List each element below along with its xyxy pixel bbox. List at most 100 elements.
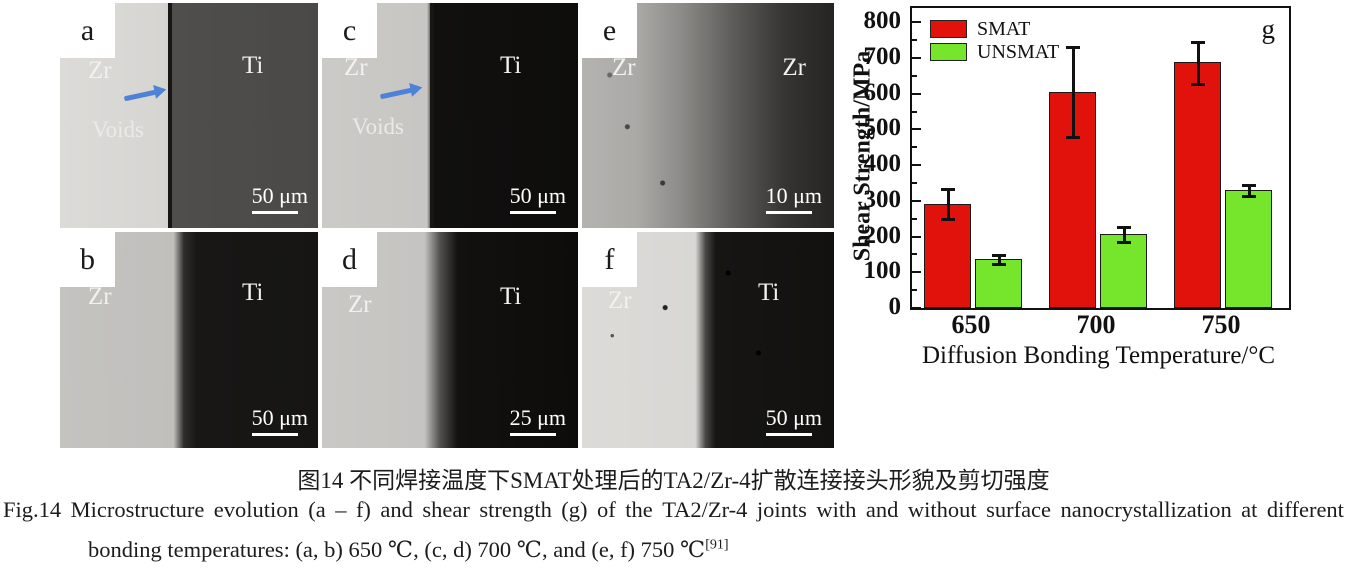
panel-letter: d [342, 242, 357, 276]
region-label-zr-right: Zr [782, 54, 806, 81]
y-axis-major-tick [912, 199, 921, 202]
interface-arrow-icon [379, 87, 413, 100]
panel-letter-box: e [582, 3, 637, 58]
error-bar-cap [941, 188, 955, 192]
error-bar-cap [1066, 45, 1080, 49]
y-axis-major-tick [912, 164, 921, 167]
micrograph-panel-c: Zr Ti Voids 50 μm c [322, 3, 578, 228]
region-label-zr-left: Zr [612, 54, 636, 81]
scale-text: 10 μm [765, 183, 822, 208]
interface-arrow-icon [123, 89, 157, 102]
error-bar-cap [941, 217, 955, 221]
panel-letter-box: c [322, 3, 377, 58]
error-bar-cap [1242, 184, 1256, 188]
panel-letter: f [604, 242, 615, 276]
scale-bar-line [251, 433, 298, 436]
scale-bar-line [251, 211, 298, 214]
legend-label-smat: SMAT [977, 17, 1031, 40]
region-label-ti: Ti [242, 279, 264, 306]
x-axis-tick-label: 700 [1076, 310, 1116, 339]
micrograph-panel-a: Zr Ti Voids 50 μm a [60, 3, 318, 228]
y-axis-tick-label: 400 [863, 150, 902, 178]
region-label-ti: Ti [242, 52, 264, 79]
reference-superscript: [91] [705, 537, 729, 553]
bond-interface-line [168, 3, 173, 228]
caption-english-line2: bonding temperatures: (a, b) 650 ℃, (c, … [88, 537, 729, 562]
micrograph-panel-d: Zr Ti 25 μm d [322, 232, 578, 448]
scale-bar-line [509, 433, 556, 436]
y-axis-minor-tick [912, 74, 917, 77]
y-axis-minor-tick [912, 253, 917, 256]
y-axis-tick-label: 200 [863, 221, 902, 249]
shear-strength-chart: Shear Strength/MPa SMAT UNSMAT g Diffusi… [845, 0, 1347, 372]
panel-letter: a [80, 13, 95, 47]
region-label-zr: Zr [88, 57, 112, 84]
error-bar [947, 189, 950, 219]
panel-letter: b [80, 242, 95, 276]
panel-letter: c [342, 13, 357, 47]
error-bar-cap [1066, 135, 1080, 139]
error-bar-cap [1191, 40, 1205, 44]
y-axis-major-tick [912, 235, 921, 238]
scale-bar-line [765, 211, 812, 214]
scale-bar: 10 μm [765, 183, 822, 214]
scale-bar: 50 μm [251, 405, 308, 436]
legend-swatch-unsmat [930, 42, 967, 61]
panel-letter: e [602, 13, 617, 47]
y-axis-tick-label: 800 [863, 7, 902, 35]
legend-label-unsmat: UNSMAT [977, 40, 1060, 63]
panel-letter-g: g [1261, 14, 1276, 44]
y-axis-minor-tick [912, 217, 917, 220]
scale-text: 25 μm [509, 405, 566, 430]
region-label-ti: Ti [758, 279, 780, 306]
error-bar-cap [992, 263, 1006, 267]
error-bar [1197, 41, 1200, 84]
region-label-ti: Ti [500, 52, 522, 79]
micrograph-image-b: Zr Ti 50 μm [60, 232, 318, 448]
legend-entry-smat: SMAT [930, 17, 1059, 40]
error-bar-cap [1242, 194, 1256, 198]
micrograph-panel-e: Zr Zr 10 μm e [582, 3, 834, 228]
bar-unsmat-650 [975, 259, 1022, 308]
region-label-zr: Zr [344, 54, 368, 81]
y-axis-major-tick [912, 128, 921, 131]
chart-plot-area: SMAT UNSMAT g [910, 6, 1291, 310]
y-axis-tick-label: 100 [863, 257, 902, 285]
micrograph-panel-b: Zr Ti 50 μm b [60, 232, 318, 448]
y-axis-tick-label: 500 [863, 114, 902, 142]
micrograph-panel-f: Zr Ti 50 μm f [582, 232, 834, 448]
legend-entry-unsmat: UNSMAT [930, 40, 1059, 63]
bar-smat-750 [1174, 62, 1221, 308]
y-axis-major-tick [912, 92, 921, 95]
scale-text: 50 μm [509, 183, 566, 208]
scale-bar: 50 μm [765, 405, 822, 436]
scale-text: 50 μm [251, 405, 308, 430]
error-bar [1123, 226, 1126, 242]
y-axis-minor-tick [912, 146, 917, 149]
region-label-zr: Zr [348, 291, 372, 318]
error-bar-cap [992, 254, 1006, 258]
region-label-zr: Zr [608, 287, 632, 314]
scale-text: 50 μm [765, 405, 822, 430]
scale-bar-line [765, 433, 812, 436]
caption-english-line1: Fig.14 Microstructure evolution (a – f) and she… [3, 497, 1344, 522]
bond-interface-line [429, 3, 434, 228]
scale-bar: 25 μm [509, 405, 566, 436]
y-axis-major-tick [912, 21, 921, 24]
region-label-zr: Zr [88, 283, 112, 310]
error-bar [998, 255, 1001, 265]
y-axis-tick-label: 700 [863, 43, 902, 70]
y-axis-major-tick [912, 57, 921, 59]
error-bar [1072, 46, 1075, 137]
y-axis-minor-tick [912, 289, 917, 292]
panel-letter-box: b [60, 232, 115, 287]
y-axis-tick-label: 0 [888, 293, 902, 320]
y-axis-tick-label: 300 [863, 185, 902, 213]
bar-unsmat-700 [1100, 234, 1147, 308]
y-axis-major-tick [912, 271, 921, 274]
y-axis-tick-label: 600 [863, 78, 902, 106]
region-label-ti: Ti [500, 283, 522, 310]
chart-legend: SMAT UNSMAT [930, 17, 1059, 63]
x-axis-title: Diffusion Bonding Temperature/°C [921, 342, 1276, 369]
